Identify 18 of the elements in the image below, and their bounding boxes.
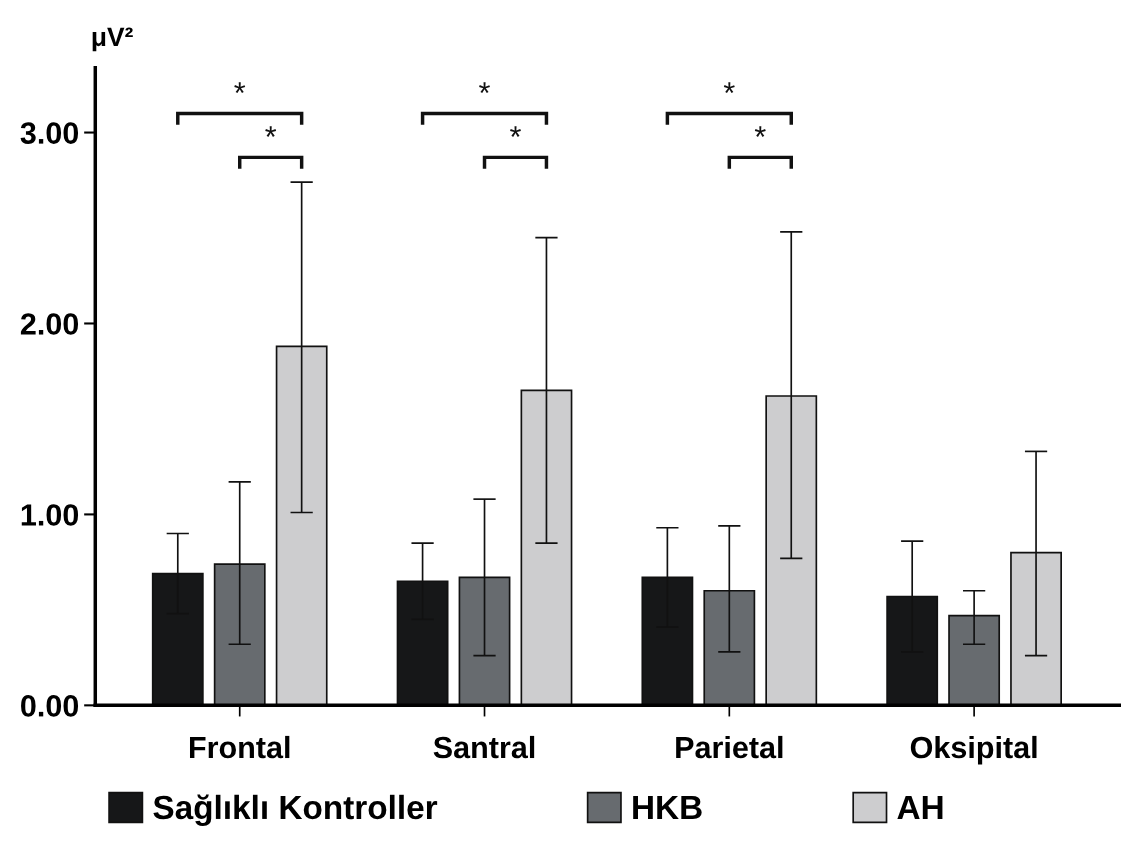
y-tick-label: 0.00 bbox=[21, 695, 79, 717]
legend-label: AH bbox=[897, 796, 943, 819]
y-tick-label: 1.00 bbox=[21, 504, 79, 526]
annotation: * bbox=[479, 82, 490, 93]
annotation: * bbox=[234, 82, 246, 93]
legend-label: Sağlıklı Kontroller bbox=[153, 794, 438, 826]
annotation: * bbox=[754, 126, 766, 137]
x-tick-label: Frontal bbox=[189, 735, 290, 759]
x-tick-label: Santral bbox=[433, 735, 535, 759]
annotation: * bbox=[510, 126, 521, 137]
legend-label: HKB bbox=[633, 796, 702, 819]
y-tick-label: 2.00 bbox=[20, 313, 79, 335]
x-tick-label: Parietal bbox=[676, 735, 783, 759]
annotation: * bbox=[265, 126, 277, 137]
x-tick-label: Oksipital bbox=[910, 735, 1037, 765]
y-tick-label: 3.00 bbox=[20, 122, 79, 144]
annotation: * bbox=[723, 82, 735, 93]
y-axis-title: μV² bbox=[92, 27, 133, 52]
